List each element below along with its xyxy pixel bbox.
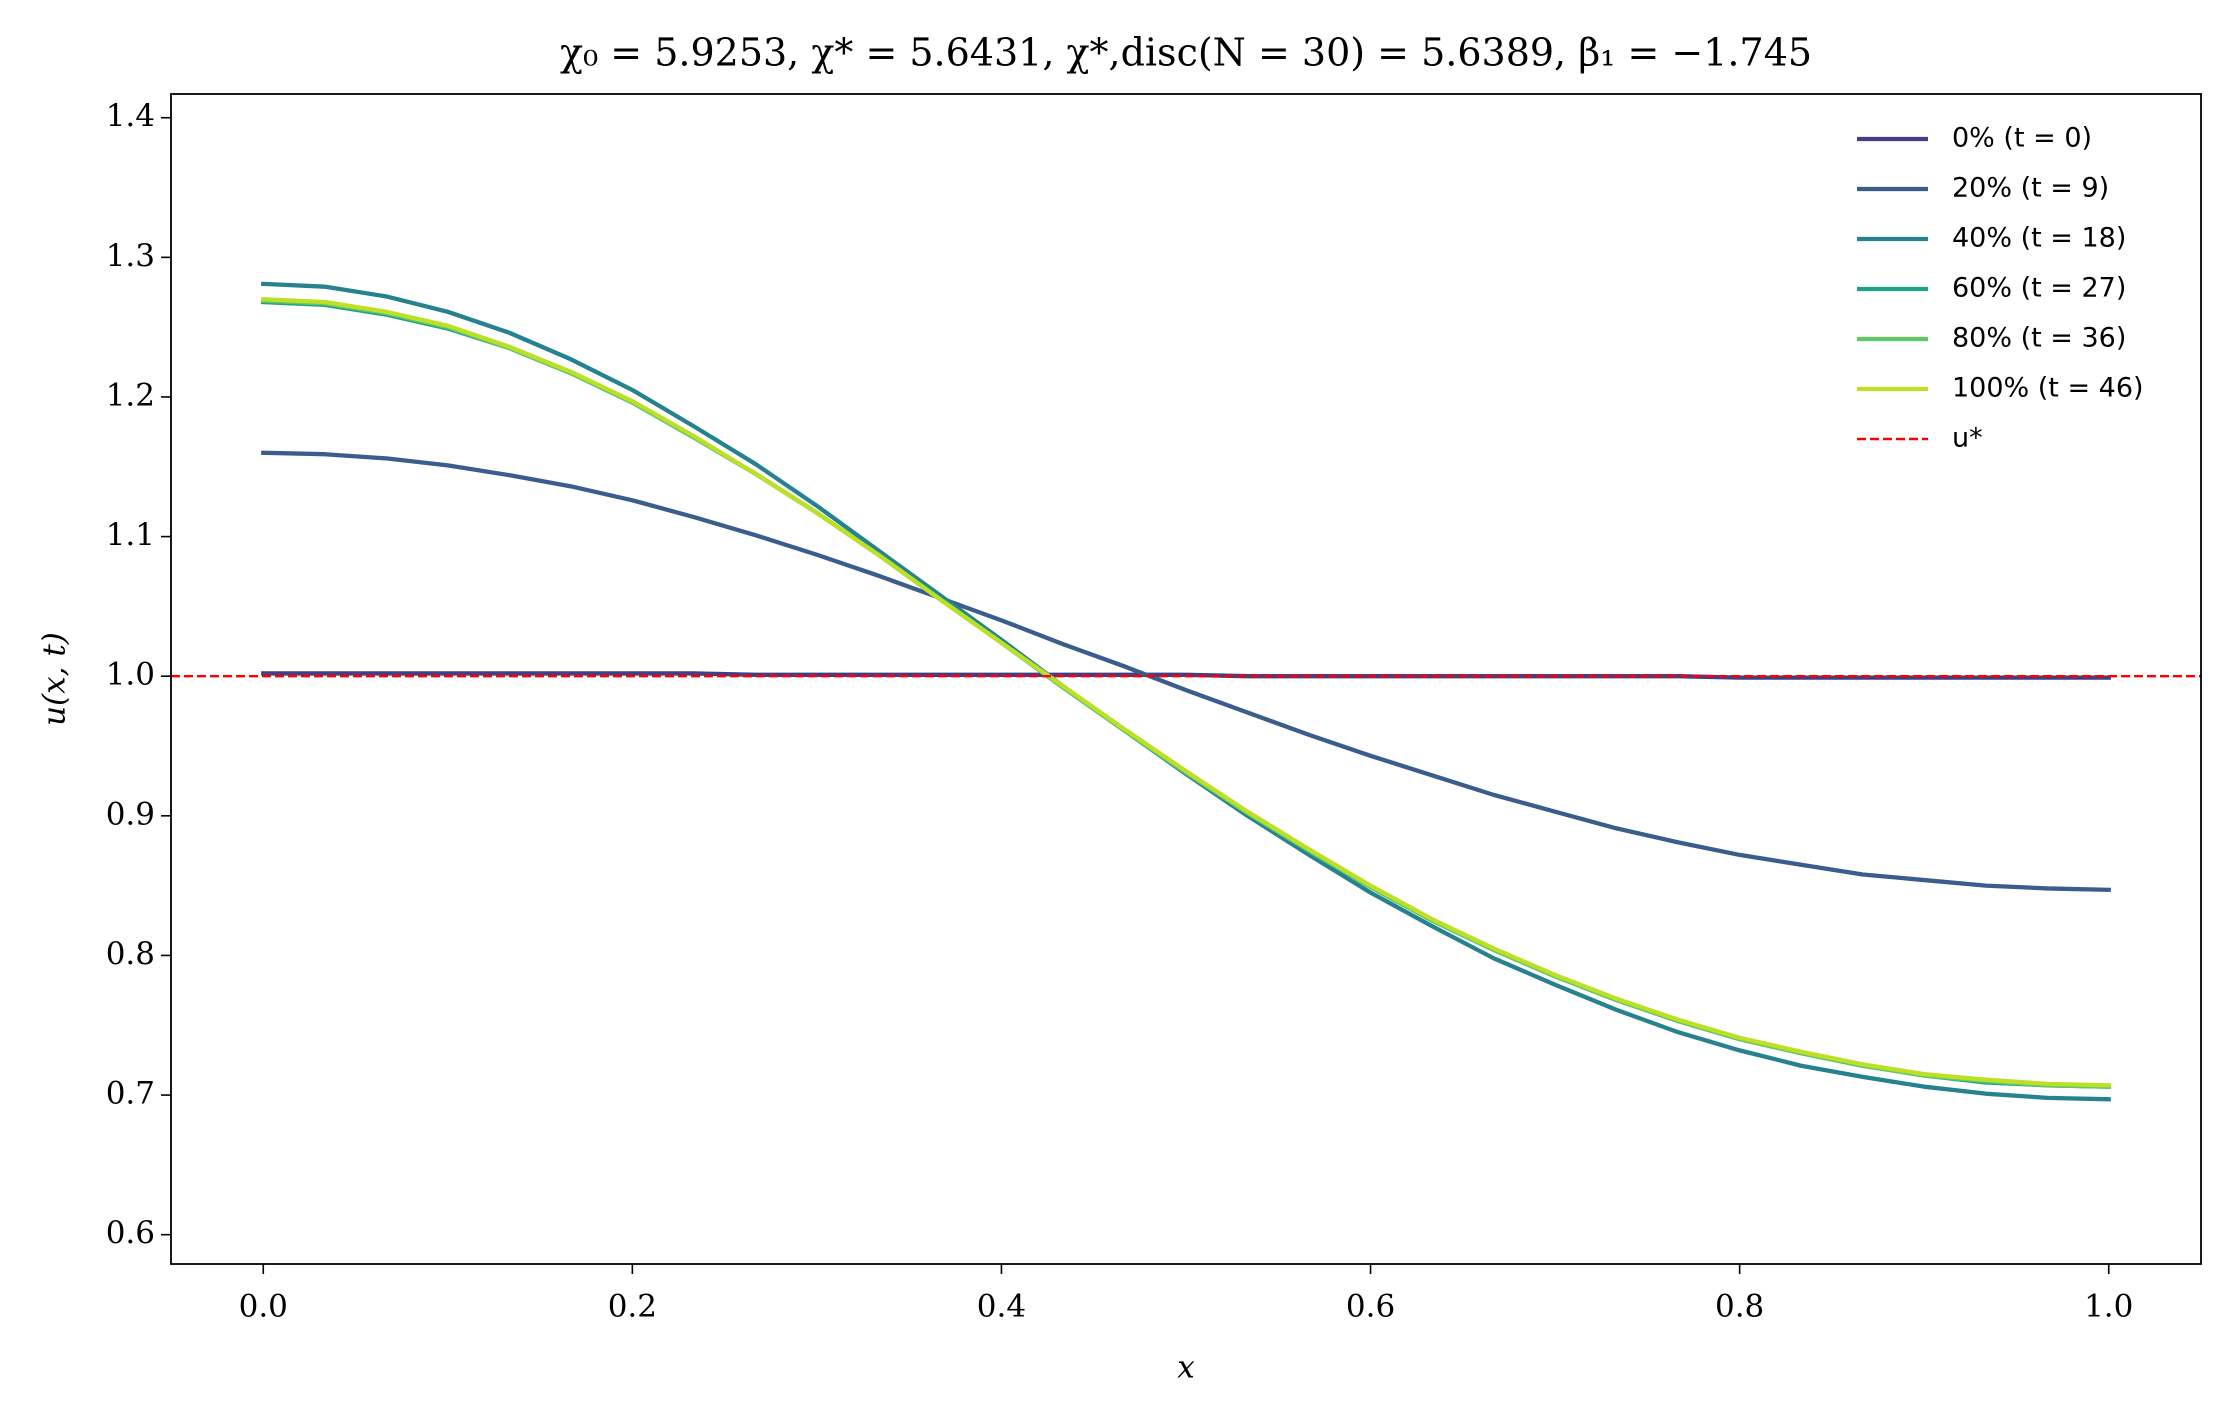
x-tick-label: 0.2 (608, 1289, 657, 1325)
legend-label: 20% (t = 9) (1952, 173, 2109, 204)
y-tick-label: 0.9 (106, 796, 155, 832)
x-tick-label: 1.0 (2084, 1289, 2133, 1325)
series-line (261, 450, 2111, 893)
y-tick-label: 0.8 (106, 936, 155, 972)
plot-frame (170, 93, 2202, 1265)
legend-label: 100% (t = 46) (1952, 373, 2144, 404)
series-line (261, 296, 2111, 1088)
series-line (261, 671, 2111, 680)
y-tick-label: 1.0 (106, 657, 155, 693)
chart-title: χ₀ = 5.9253, χ* = 5.6431, χ*,disc(N = 30… (560, 31, 1812, 75)
x-tick-label: 0.4 (977, 1289, 1026, 1325)
legend: 0% (t = 0) 20% (t = 9) 40% (t = 18) 60% (t … (1857, 123, 2144, 454)
x-tick-label: 0.8 (1715, 1289, 1764, 1325)
y-tick-label: 1.3 (106, 238, 155, 274)
legend-label: 60% (t = 27) (1952, 273, 2126, 304)
plot-area (171, 281, 2201, 1102)
x-axis-label: x (1177, 1350, 1195, 1386)
legend-label: u* (1952, 423, 1983, 454)
legend-label: 40% (t = 18) (1952, 223, 2126, 254)
legend-label: 0% (t = 0) (1952, 123, 2092, 154)
legend-label: 80% (t = 36) (1952, 323, 2126, 354)
y-tick-label: 0.7 (106, 1076, 155, 1112)
y-tick-label: 1.4 (106, 98, 155, 134)
x-tick-label: 0.6 (1346, 1289, 1395, 1325)
x-tick-label: 0.0 (239, 1289, 288, 1325)
y-tick-label: 1.1 (106, 517, 155, 553)
y-tick-label: 1.2 (106, 377, 155, 413)
y-tick-label: 0.6 (106, 1215, 155, 1251)
y-axis-label: u(x, t) (37, 632, 73, 726)
